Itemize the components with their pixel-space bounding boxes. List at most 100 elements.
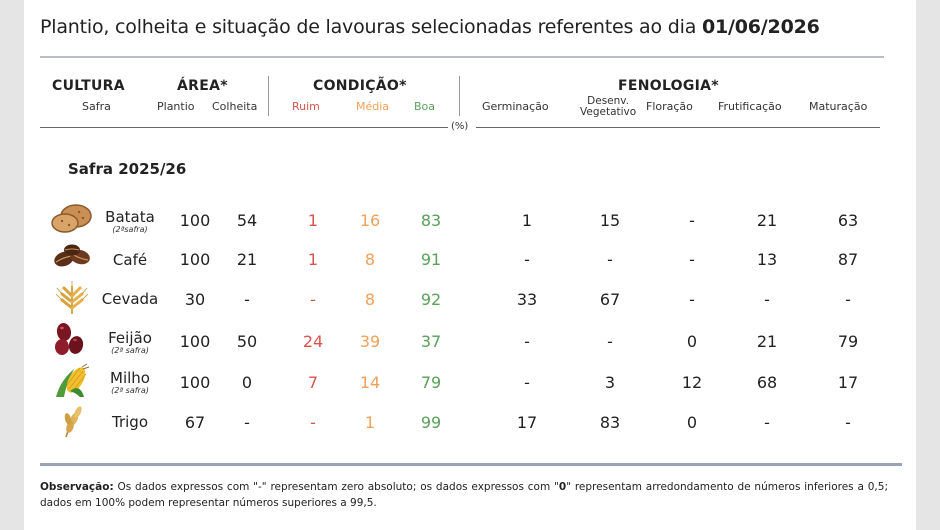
cell-plantio: 100 — [179, 250, 211, 269]
header-frutificacao: Frutificação — [718, 100, 782, 113]
report-page: Plantio, colheita e situação de lavouras… — [24, 0, 916, 530]
cell-maturacao: 87 — [837, 250, 859, 269]
coffee-bean-icon — [54, 244, 90, 267]
cell-media: 1 — [364, 413, 376, 432]
cell-media: 16 — [359, 211, 381, 230]
cell-colheita: 50 — [236, 332, 258, 351]
crop-name: Cevada — [101, 290, 159, 308]
barley-icon — [55, 281, 89, 314]
cell-frutificacao: 13 — [756, 250, 778, 269]
header-boa: Boa — [414, 100, 436, 113]
header-media: Média — [356, 100, 390, 113]
cell-desenv: 83 — [599, 413, 621, 432]
cell-media: 14 — [359, 373, 381, 392]
corn-icon — [56, 363, 90, 397]
cell-boa: 99 — [420, 413, 442, 432]
cell-plantio: 100 — [179, 332, 211, 351]
cell-maturacao: 79 — [837, 332, 859, 351]
cell-maturacao: 63 — [837, 211, 859, 230]
header-colheita: Colheita — [212, 100, 258, 113]
table-row: Milho (2ª safra) 100 0 7 14 79 - 3 12 68 … — [24, 363, 916, 403]
cell-ruim: 7 — [307, 373, 319, 392]
cell-plantio: 67 — [184, 413, 206, 432]
cell-colheita: - — [244, 413, 250, 432]
wheat-icon — [64, 406, 82, 438]
table-row: Feijão (2ª safra) 100 50 24 39 37 - - 0 2… — [24, 321, 916, 361]
potato-icon — [51, 204, 92, 233]
cell-plantio: 30 — [184, 290, 206, 309]
header-plantio: Plantio — [157, 100, 195, 113]
cell-germinacao: - — [524, 373, 530, 392]
header-floracao: Floração — [646, 100, 693, 113]
cell-frutificacao: 68 — [756, 373, 778, 392]
cell-floracao: 0 — [686, 413, 698, 432]
cell-maturacao: - — [845, 413, 851, 432]
table-row: Cevada 30 - - 8 92 33 67 - - - — [24, 280, 916, 320]
cell-germinacao: 33 — [516, 290, 538, 309]
crop-name: Café — [112, 251, 148, 269]
header-cultura: CULTURA — [52, 78, 125, 94]
cell-ruim: 1 — [307, 250, 319, 269]
table-row: Trigo 67 - - 1 99 17 83 0 - - — [24, 403, 916, 443]
header-rule — [476, 127, 880, 128]
header-fenologia: FENOLOGIA* — [618, 78, 719, 94]
cell-floracao: - — [689, 250, 695, 269]
cell-desenv: - — [607, 332, 613, 351]
header-separator — [268, 76, 269, 116]
header-desenv-vegetativo: Desenv. Vegetativo — [580, 95, 637, 118]
cell-plantio: 100 — [179, 211, 211, 230]
cell-colheita: 0 — [241, 373, 253, 392]
cell-colheita: - — [244, 290, 250, 309]
header-germinacao: Germinação — [482, 100, 549, 113]
header-maturacao: Maturação — [809, 100, 868, 113]
header-rule — [40, 127, 448, 128]
header-area: ÁREA* — [177, 78, 228, 94]
cell-media: 8 — [364, 250, 376, 269]
percent-label: (%) — [449, 121, 471, 132]
page-title: Plantio, colheita e situação de lavouras… — [40, 16, 820, 38]
cell-desenv: - — [607, 250, 613, 269]
cell-frutificacao: - — [764, 413, 770, 432]
cell-germinacao: - — [524, 250, 530, 269]
cell-boa: 92 — [420, 290, 442, 309]
cell-boa: 37 — [420, 332, 442, 351]
cell-colheita: 21 — [236, 250, 258, 269]
crop-name: Milho (2ª safra) — [110, 369, 150, 396]
table-row: Batata (2ªsafra) 100 54 1 16 83 1 15 - 21… — [24, 200, 916, 240]
crop-name: Trigo — [112, 413, 148, 431]
cell-ruim: - — [310, 290, 316, 309]
cell-floracao: 0 — [686, 332, 698, 351]
header-safra: Safra — [82, 100, 111, 113]
crop-name: Feijão (2ª safra) — [108, 329, 152, 356]
cell-germinacao: 17 — [516, 413, 538, 432]
cell-media: 8 — [364, 290, 376, 309]
cell-maturacao: - — [845, 290, 851, 309]
cell-media: 39 — [359, 332, 381, 351]
observation-note: Observação: Os dados expressos com "-" r… — [40, 481, 888, 509]
cell-floracao: 12 — [681, 373, 703, 392]
cell-desenv: 3 — [604, 373, 616, 392]
report-date: 01/06/2026 — [701, 16, 820, 38]
cell-ruim: 1 — [307, 211, 319, 230]
section-label: Safra 2025/26 — [68, 160, 187, 178]
cell-colheita: 54 — [236, 211, 258, 230]
cell-plantio: 100 — [179, 373, 211, 392]
cell-floracao: - — [689, 290, 695, 309]
table-row: Café 100 21 1 8 91 - - - 13 87 — [24, 240, 916, 280]
cell-desenv: 67 — [599, 290, 621, 309]
cell-frutificacao: - — [764, 290, 770, 309]
footer-divider — [40, 463, 902, 466]
cell-boa: 79 — [420, 373, 442, 392]
cell-germinacao: 1 — [521, 211, 533, 230]
crop-name: Batata (2ªsafra) — [105, 208, 155, 235]
cell-boa: 91 — [420, 250, 442, 269]
title-divider — [40, 56, 884, 58]
cell-desenv: 15 — [599, 211, 621, 230]
header-separator — [459, 76, 460, 116]
cell-ruim: 24 — [302, 332, 324, 351]
header-ruim: Ruim — [292, 100, 320, 113]
cell-germinacao: - — [524, 332, 530, 351]
cell-frutificacao: 21 — [756, 211, 778, 230]
header-condicao: CONDIÇÃO* — [313, 78, 407, 94]
cell-ruim: - — [310, 413, 316, 432]
